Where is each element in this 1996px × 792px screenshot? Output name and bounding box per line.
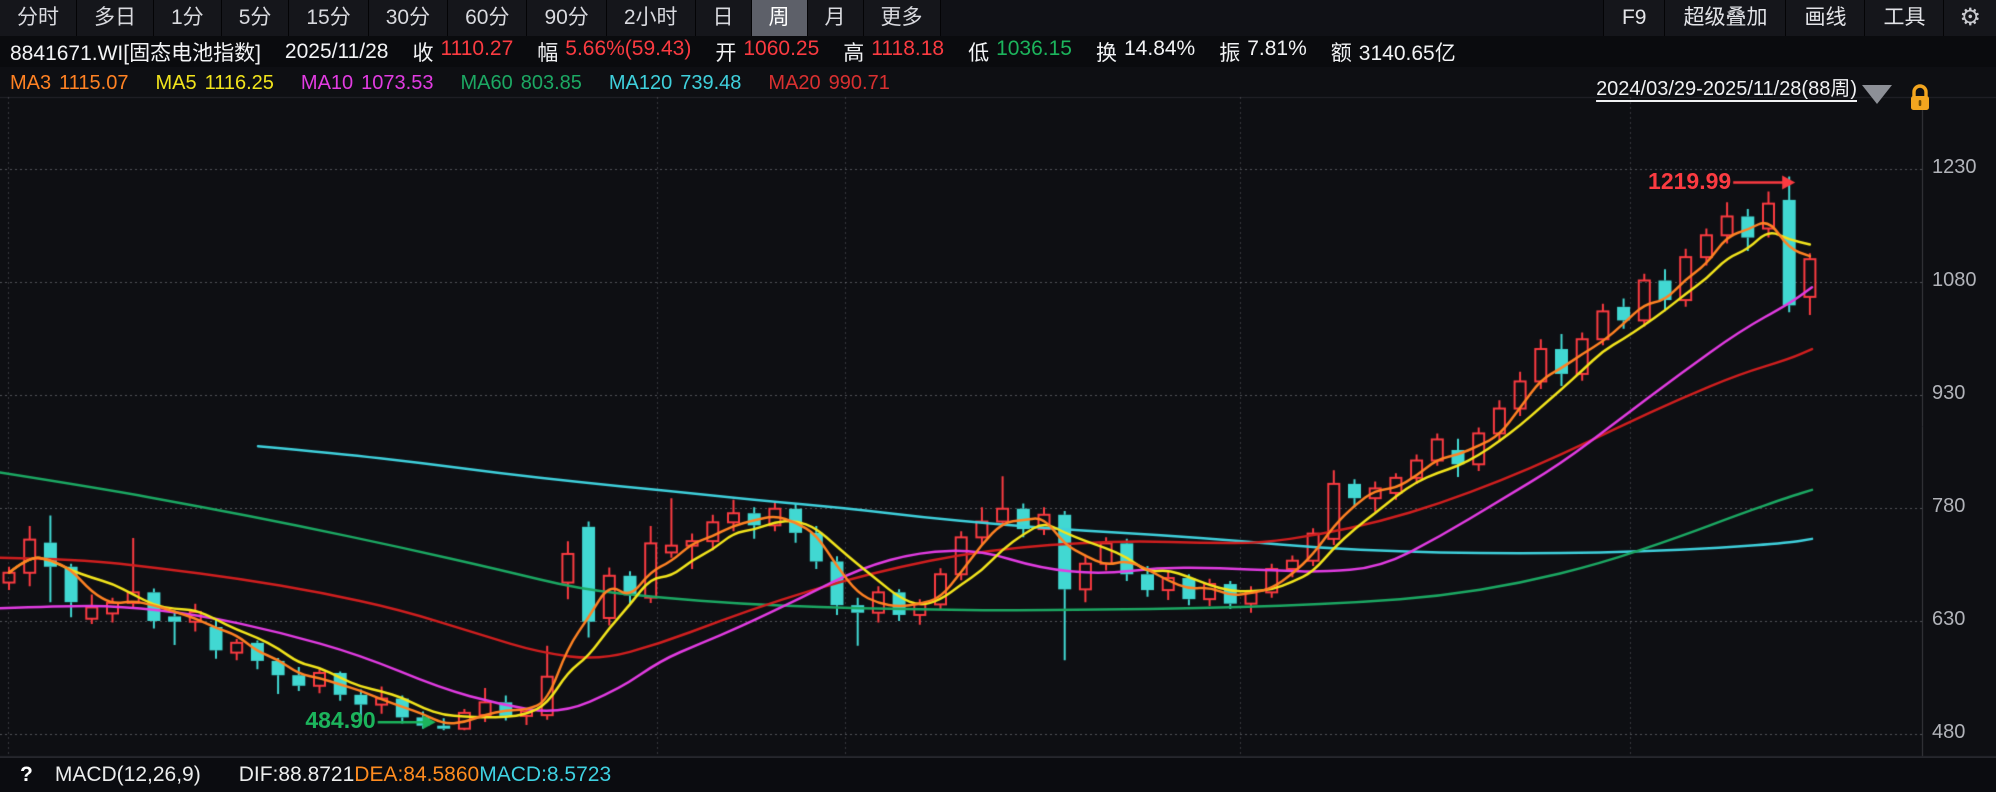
ma-label: MA60 bbox=[460, 72, 513, 94]
ma-label: MA10 bbox=[300, 72, 354, 94]
date-range-selector[interactable]: 2024/03/29-2025/11/28(88周) bbox=[1596, 78, 1857, 100]
ma-legend-row: MA3 1115.07 MA5 1116.25 MA10 1073.53 MA60 803.8… bbox=[10, 70, 890, 97]
ma-legend-MA3: MA3 1115.07 bbox=[10, 70, 128, 97]
ma-value: 1116.25 bbox=[204, 72, 274, 94]
ma-legend-MA120: MA120 739.48 bbox=[609, 70, 742, 97]
ma-value: 1115.07 bbox=[59, 72, 129, 94]
ma-legend-MA10: MA10 1073.53 bbox=[301, 70, 434, 97]
macd-dif-value: DIF:88.8721 bbox=[238, 763, 355, 786]
price-tick-780: 780 bbox=[1932, 494, 1966, 517]
ma-label: MA20 bbox=[768, 72, 821, 94]
ma-label: MA3 bbox=[10, 72, 52, 94]
ma-legend-MA5: MA5 1116.25 bbox=[155, 70, 273, 97]
macd-macd-value: MACD:8.5723 bbox=[479, 763, 612, 786]
price-tick-480: 480 bbox=[1932, 720, 1966, 743]
price-tick-930: 930 bbox=[1932, 381, 1966, 404]
low-price-annotation: 484.90 bbox=[305, 707, 376, 734]
ma-value: 990.71 bbox=[828, 72, 890, 94]
ma-legend-MA20: MA20 990.71 bbox=[768, 70, 889, 97]
ma-value: 739.48 bbox=[680, 72, 742, 94]
ma-value: 1073.53 bbox=[361, 72, 434, 94]
ma-label: MA5 bbox=[155, 72, 197, 94]
macd-indicator-name: MACD(12,26,9) bbox=[54, 763, 201, 786]
ma-legend-MA60: MA60 803.85 bbox=[460, 70, 581, 97]
help-icon[interactable]: ? bbox=[20, 763, 33, 786]
high-price-annotation: 1219.99 bbox=[1648, 167, 1732, 194]
price-tick-630: 630 bbox=[1932, 607, 1966, 630]
macd-dea-value: DEA:84.5860 bbox=[354, 763, 480, 786]
price-tick-1230: 1230 bbox=[1932, 156, 1977, 178]
macd-status-bar: ? MACD(12,26,9) DIF:88.8721 DEA:84.5860 … bbox=[0, 757, 1996, 792]
ma-value: 803.85 bbox=[520, 72, 582, 94]
chevron-down-icon[interactable] bbox=[1862, 85, 1892, 104]
price-tick-1080: 1080 bbox=[1932, 268, 1977, 291]
lock-icon[interactable] bbox=[1908, 84, 1932, 117]
ma-label: MA120 bbox=[608, 72, 673, 94]
